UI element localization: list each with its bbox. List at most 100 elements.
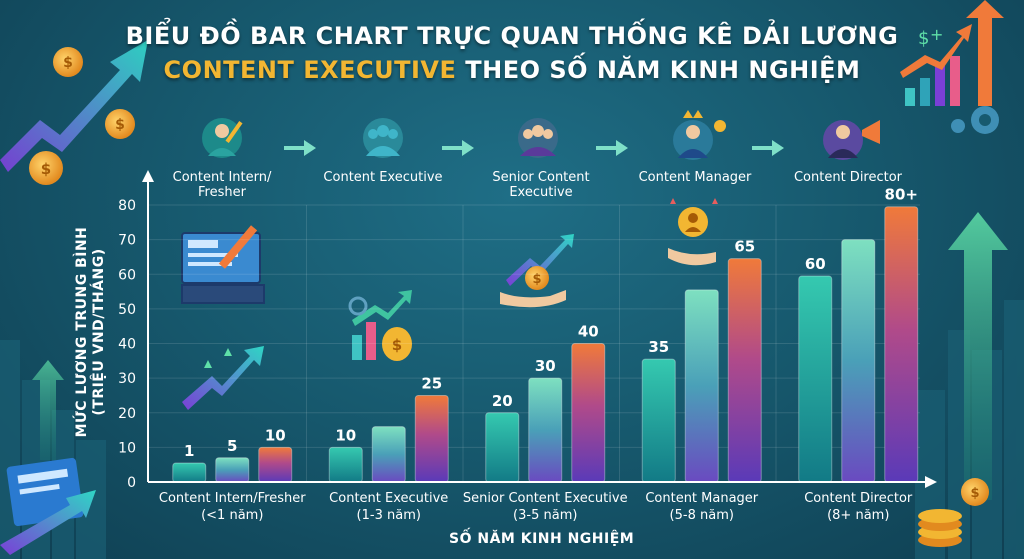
x-axis-title: SỐ NĂM KINH NGHIỆM <box>449 527 634 547</box>
business-team-icon <box>518 118 558 158</box>
career-stage-label: Content Director <box>793 170 903 185</box>
x-category-label: Content Executive <box>329 491 448 506</box>
bar <box>727 258 762 483</box>
document-icon <box>0 457 96 555</box>
y-tick-label: 60 <box>118 267 136 283</box>
person-pen-icon <box>202 118 243 158</box>
bar <box>328 446 363 483</box>
y-tick-label: 70 <box>118 233 136 249</box>
bar-value-label: 30 <box>535 357 556 375</box>
career-stage-label: Content Executive <box>323 170 443 185</box>
bar <box>371 426 406 483</box>
bar-value-label: 10 <box>265 426 286 444</box>
y-tick-label: 20 <box>118 406 136 422</box>
y-tick-label: 50 <box>118 302 136 318</box>
title-highlight: CONTENT EXECUTIVE <box>163 56 457 84</box>
svg-text:$: $ <box>918 28 929 49</box>
bar-value-label: 10 <box>335 426 356 444</box>
up-arrow-icon <box>948 212 1008 500</box>
bar <box>798 275 833 483</box>
x-axis-labels: Content Intern/Fresher (<1 năm) Content Ex… <box>159 491 913 523</box>
team-icon <box>363 118 403 158</box>
career-stage-label: Content Intern/ <box>172 170 272 185</box>
gear-icon <box>951 106 999 134</box>
bar-value-label: 5 <box>227 437 237 455</box>
bar <box>841 239 876 483</box>
y-axis-title-line-2: (TRIỆU VND/THÁNG) <box>89 248 107 415</box>
x-category-sublabel: (1-3 năm) <box>357 508 421 523</box>
y-tick-label: 80 <box>118 198 136 214</box>
title-line-2: CONTENT EXECUTIVE THEO SỐ NĂM KINH NGHIỆ… <box>0 56 1024 84</box>
y-axis-title-line-1: MỨC LƯƠNG TRUNG BÌNH <box>72 227 90 438</box>
bars: 1 5 10 10 25 20 30 40 35 65 60 80+ <box>172 186 919 483</box>
up-arrow-icon <box>32 360 64 460</box>
x-category-sublabel: (3-5 năm) <box>513 508 577 523</box>
bar-value-label: 40 <box>578 323 599 341</box>
y-axis-arrow-icon <box>142 170 154 182</box>
x-axis-arrow-icon <box>925 476 937 488</box>
x-category-sublabel: (5-8 năm) <box>670 508 734 523</box>
career-stage-manager: Content Manager <box>630 170 760 185</box>
bar <box>528 377 563 483</box>
bar-value-label: 80+ <box>885 186 918 204</box>
bar <box>258 446 293 483</box>
svg-text:$: $ <box>392 336 402 354</box>
career-stage-label: Content Manager <box>638 170 752 185</box>
career-stage-label: Executive <box>509 185 573 200</box>
svg-text:$: $ <box>532 272 541 287</box>
bar-value-label: 20 <box>492 392 513 410</box>
x-category-label: Senior Content Executive <box>463 491 628 506</box>
x-category-label: Content Intern/Fresher <box>159 491 306 506</box>
bar <box>172 462 207 483</box>
svg-text:+: + <box>930 25 943 44</box>
bar-value-label: 25 <box>421 374 442 392</box>
bar <box>641 358 676 483</box>
y-tick-label: 40 <box>118 337 136 353</box>
career-stage-director: Content Director <box>783 170 913 185</box>
growth-arrow-icon <box>182 346 264 410</box>
career-stage-label: Fresher <box>198 185 246 200</box>
bar <box>414 394 449 483</box>
y-tick-label: 0 <box>127 475 136 491</box>
svg-text:$: $ <box>41 160 51 178</box>
megaphone-director-icon <box>823 120 880 160</box>
bar <box>684 289 719 483</box>
coin-icon: $ $ $ <box>29 47 135 185</box>
career-stage-executive: Content Executive <box>318 170 448 185</box>
laptop-writing-icon <box>181 225 265 304</box>
bar-value-label: 1 <box>184 442 194 460</box>
bar <box>215 457 250 483</box>
trend-arrow-icon <box>0 40 148 172</box>
x-category-sublabel: (<1 năm) <box>201 508 263 523</box>
bar <box>571 343 606 483</box>
moneybag-chart-icon: $ <box>348 290 412 361</box>
arrow-right-icon <box>284 140 784 156</box>
hand-person-icon <box>668 198 718 266</box>
growth-bars-icon: $ + <box>900 0 1004 106</box>
title-rest: THEO SỐ NĂM KINH NGHIỆM <box>456 56 861 84</box>
x-category-label: Content Manager <box>645 491 758 506</box>
hand-coin-icon: $ <box>500 234 574 308</box>
y-axis-ticks: 0 10 20 30 40 50 60 70 80 <box>118 198 136 491</box>
axes <box>142 170 937 488</box>
y-tick-label: 10 <box>118 440 136 456</box>
title-line-1: BIỂU ĐỒ BAR CHART TRỰC QUAN THỐNG KÊ DẢI… <box>125 22 899 50</box>
bar-value-label: 65 <box>734 238 755 256</box>
x-category-label: Content Director <box>804 491 913 506</box>
crowned-manager-icon <box>673 110 726 160</box>
career-stage-label: Senior Content <box>492 170 590 185</box>
svg-text:$: $ <box>63 55 73 71</box>
career-stage-intern: Content Intern/ Fresher <box>157 170 287 200</box>
bar <box>884 206 919 483</box>
svg-text:$: $ <box>115 117 125 133</box>
coin-stack-icon: $ <box>918 478 989 547</box>
career-stage-senior: Senior Content Executive <box>476 170 606 200</box>
bar-value-label: 60 <box>805 255 826 273</box>
y-tick-label: 30 <box>118 371 136 387</box>
bar-value-label: 35 <box>648 338 669 356</box>
svg-text:$: $ <box>970 486 979 501</box>
x-category-sublabel: (8+ năm) <box>827 508 889 523</box>
